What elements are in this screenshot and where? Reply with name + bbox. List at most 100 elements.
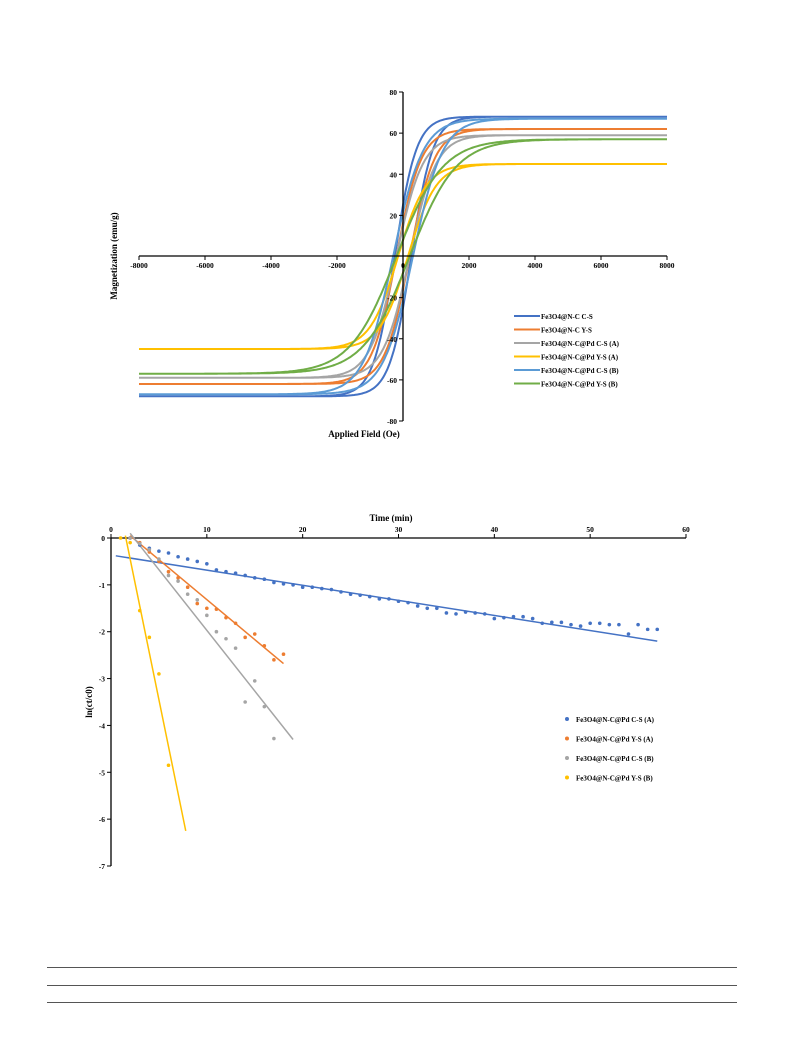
kinetics-point — [224, 636, 228, 641]
kinetics-point — [252, 679, 257, 683]
kinetics-point — [137, 541, 142, 546]
hysteresis-y-tick-label: 20 — [390, 211, 398, 220]
hysteresis-legend-label: Fe3O4@N-C@Pd Y-S (B) — [541, 381, 618, 389]
kinetics-point — [252, 576, 257, 580]
kinetics-point — [243, 573, 247, 578]
kinetics-point — [540, 621, 545, 626]
kinetics-point — [195, 559, 200, 564]
kinetics-point — [185, 557, 190, 561]
kinetics-point — [281, 582, 286, 586]
hysteresis-y-tick-label: 80 — [390, 88, 398, 97]
kinetics-point — [473, 611, 477, 615]
hysteresis-x-tick-label: 4000 — [528, 261, 543, 270]
kinetics-legend-label: Fe3O4@N-C@Pd C-S (A) — [576, 716, 655, 724]
kinetics-point — [233, 646, 238, 650]
kinetics-point — [205, 606, 209, 611]
kinetics-x-tick-label: 60 — [682, 525, 690, 534]
kinetics-point — [329, 587, 334, 592]
kinetics-y-tick-label: -2 — [99, 628, 105, 637]
hysteresis-y-tick-label: -60 — [387, 376, 397, 385]
kinetics-point — [166, 763, 171, 768]
kinetics-legend-marker — [565, 775, 569, 780]
kinetics-point — [272, 658, 276, 662]
hysteresis-legend: Fe3O4@N-C C-S Fe3O4@N-C Y-S Fe3O4@N-C@Pd C… — [514, 313, 620, 389]
hysteresis-legend-label: Fe3O4@N-C@Pd Y-S (A) — [541, 354, 619, 362]
kinetics-legend-marker — [565, 717, 569, 721]
kinetics-point — [262, 577, 267, 582]
kinetics-ticks: 0 10 20 30 40 50 60 0 -1 -2 -3 -4 -5 -6 -7 — [99, 525, 690, 871]
hysteresis-x-tick-label: -8000 — [130, 261, 148, 270]
kinetics-point — [205, 561, 209, 566]
kinetics-point — [300, 585, 305, 589]
kinetics-y-tick-label: -3 — [99, 675, 105, 684]
kinetics-point — [185, 585, 190, 589]
kinetics-point — [205, 613, 209, 618]
hysteresis-loop-5 — [139, 117, 667, 396]
kinetics-y-label: ln(ct/c0) — [84, 686, 94, 718]
kinetics-point — [425, 606, 430, 611]
kinetics-point — [243, 700, 247, 704]
hysteresis-x-label: Applied Field (Oe) — [328, 429, 400, 439]
hysteresis-legend-label: Fe3O4@N-C@Pd C-S (B) — [541, 367, 619, 375]
kinetics-point — [339, 590, 343, 594]
kinetics-fit-line-3 — [129, 532, 294, 740]
hysteresis-loop-1 — [139, 115, 667, 398]
kinetics-point — [195, 598, 200, 602]
hysteresis-x-tick-label: -6000 — [196, 261, 214, 270]
kinetics-point — [415, 604, 420, 608]
kinetics-y-tick-label: -4 — [99, 721, 105, 730]
kinetics-point — [176, 576, 180, 580]
kinetics-point — [214, 568, 219, 572]
kinetics-point — [262, 643, 267, 648]
kinetics-point — [320, 586, 324, 591]
kinetics-point — [118, 536, 123, 540]
divider-rule-2 — [47, 985, 737, 986]
hysteresis-y-tick-label: -40 — [387, 335, 397, 344]
kinetics-point — [492, 616, 497, 621]
hysteresis-loop-3 — [139, 134, 667, 379]
hysteresis-series-group — [139, 115, 667, 398]
kinetics-point — [233, 621, 238, 626]
kinetics-legend-marker — [565, 756, 569, 760]
kinetics-fit-line-1 — [115, 555, 658, 642]
kinetics-point — [617, 622, 621, 627]
kinetics-point — [137, 608, 142, 613]
kinetics-point — [195, 601, 200, 606]
kinetics-point — [530, 616, 535, 621]
kinetics-y-tick-label: -1 — [99, 581, 105, 590]
kinetics-fit-line-2 — [129, 535, 284, 665]
kinetics-point — [214, 607, 219, 612]
kinetics-point — [444, 611, 449, 615]
hysteresis-legend-label: Fe3O4@N-C C-S — [541, 313, 593, 321]
hysteresis-x-tick-label: -4000 — [262, 261, 280, 270]
kinetics-point — [157, 672, 161, 676]
kinetics-point — [128, 536, 132, 540]
kinetics-point — [272, 736, 276, 741]
hysteresis-loop-4 — [139, 163, 667, 350]
hysteresis-legend-label: Fe3O4@N-C Y-S — [541, 327, 592, 335]
hysteresis-legend-label: Fe3O4@N-C@Pd C-S (A) — [541, 340, 620, 348]
kinetics-point — [454, 612, 458, 616]
kinetics-point — [626, 632, 631, 636]
kinetics-point — [157, 549, 161, 553]
kinetics-x-tick-label: 40 — [491, 525, 499, 534]
kinetics-point — [377, 597, 382, 601]
kinetics-point — [166, 569, 171, 574]
kinetics-point — [636, 622, 640, 627]
kinetics-y-tick-label: -5 — [99, 768, 105, 777]
kinetics-fit-line-4 — [124, 535, 187, 832]
kinetics-point — [262, 704, 267, 709]
kinetics-point — [176, 579, 180, 583]
hysteresis-chart: -8000 -6000 -4000 -2000 0 2000 4000 6000 8000 80 6… — [109, 88, 675, 439]
hysteresis-y-tick-label: -80 — [387, 417, 397, 426]
divider-rule-3 — [47, 1002, 737, 1003]
kinetics-point — [502, 615, 506, 620]
kinetics-point — [655, 627, 660, 632]
kinetics-legend-label: Fe3O4@N-C@Pd C-S (B) — [576, 755, 654, 763]
kinetics-point — [166, 573, 171, 578]
kinetics-point — [406, 600, 410, 605]
kinetics-point — [607, 622, 612, 627]
hysteresis-x-tick-label: -2000 — [328, 261, 346, 270]
kinetics-point — [281, 652, 286, 657]
hysteresis-ticks: -8000 -6000 -4000 -2000 0 2000 4000 6000 8000 80 6… — [130, 88, 675, 426]
